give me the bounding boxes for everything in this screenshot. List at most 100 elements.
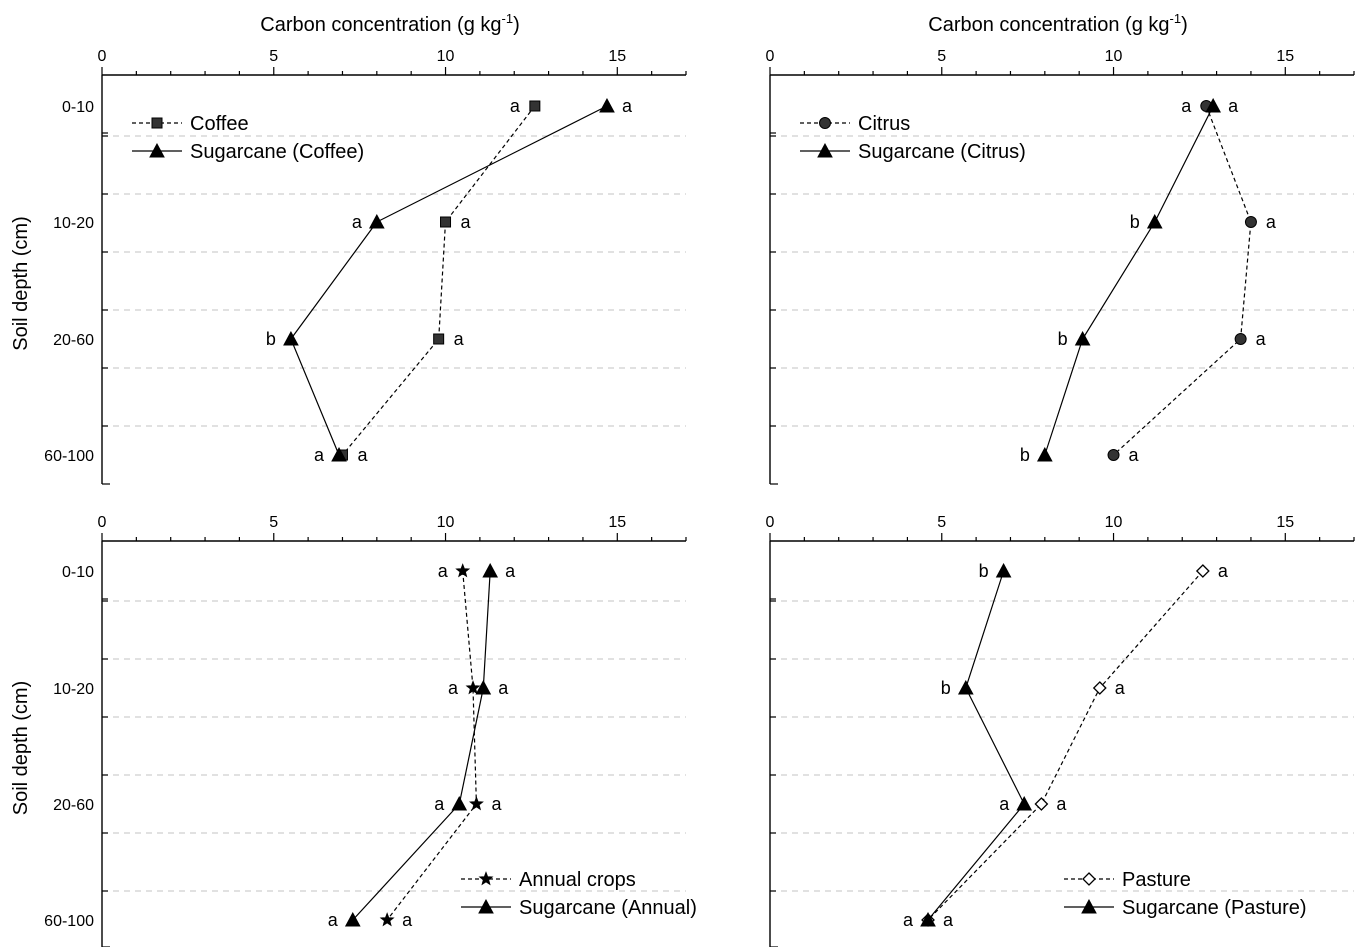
y-tick-label: 60-100 [44, 448, 94, 465]
data-point-circle [1244, 216, 1257, 228]
y-tick-label: 0-10 [62, 99, 94, 116]
y-axis-title: Soil depth (cm) [10, 216, 32, 351]
data-point-triangle [957, 679, 974, 695]
significance-letter: a [622, 96, 633, 116]
x-axis-title-close: ) [1181, 14, 1188, 36]
x-axis-title-exponent: -1 [502, 11, 514, 26]
x-tick-label: 15 [1276, 48, 1294, 65]
significance-letter: a [505, 561, 516, 581]
x-tick-label: 0 [766, 48, 775, 65]
data-point-square [433, 333, 445, 345]
data-point-diamond-open [1195, 564, 1210, 578]
series-line-0 [386, 570, 478, 921]
legend-label: Annual crops [519, 869, 636, 891]
significance-letter: b [1130, 212, 1140, 232]
x-tick-label: 10 [1105, 48, 1123, 65]
legend-label: Sugarcane (Pasture) [1122, 897, 1307, 919]
x-tick-label: 10 [1105, 514, 1123, 531]
series-line-1 [927, 570, 1025, 921]
data-point-triangle [599, 97, 615, 113]
y-tick-label: 10-20 [53, 215, 94, 232]
series-line-0 [342, 105, 536, 456]
significance-letter: a [328, 910, 339, 930]
x-tick-label: 15 [608, 48, 626, 65]
significance-letter: a [1056, 794, 1067, 814]
x-axis-title: Carbon concentration (g kg-1) [260, 11, 519, 36]
legend: Pasture Sugarcane (Pasture) [1064, 869, 1307, 919]
legend-label: Coffee [190, 113, 249, 135]
data-point-diamond-open [1034, 797, 1049, 811]
y-tick-label: 20-60 [53, 797, 94, 814]
data-point-star [455, 563, 471, 578]
series-line-0 [1113, 105, 1252, 456]
data-point-triangle [475, 679, 492, 695]
legend-swatch-marker [817, 142, 833, 158]
significance-letter: a [1228, 96, 1239, 116]
x-axis-title-exponent: -1 [1170, 11, 1182, 26]
significance-letter: a [434, 794, 445, 814]
significance-letter: a [1256, 329, 1267, 349]
x-axis-title-close: ) [513, 14, 520, 36]
significance-letter: b [941, 678, 951, 698]
significance-letter: b [1020, 445, 1030, 465]
legend-label: Sugarcane (Citrus) [858, 141, 1026, 163]
significance-letter: a [402, 910, 413, 930]
data-point-square [529, 100, 541, 112]
significance-letter: a [1115, 678, 1126, 698]
series-line-1 [290, 105, 608, 456]
x-axis-title-main: Carbon concentration (g kg [928, 14, 1169, 36]
data-point-star [468, 796, 484, 811]
significance-letter: b [1058, 329, 1068, 349]
legend-label: Sugarcane (Annual) [519, 897, 697, 919]
data-point-triangle [1016, 795, 1033, 811]
panel-top-left: 0 5 10 15 0-10 10-20 20-60 60-100 Carbon concent… [10, 11, 687, 485]
y-tick-label: 0-10 [62, 564, 94, 581]
significance-letter: a [491, 794, 502, 814]
data-point-triangle [1036, 446, 1053, 462]
significance-letter: a [461, 212, 472, 232]
data-point-triangle [1205, 97, 1221, 113]
x-tick-label: 10 [437, 514, 455, 531]
x-tick-label: 15 [1276, 514, 1294, 531]
data-point-triangle [482, 562, 499, 578]
data-point-circle [1234, 333, 1247, 345]
x-tick-label: 5 [937, 514, 946, 531]
data-point-triangle [1074, 330, 1091, 346]
significance-letter: a [1181, 96, 1192, 116]
data-point-triangle [331, 446, 347, 462]
data-point-star [379, 912, 395, 927]
significance-letter: a [314, 445, 325, 465]
significance-letter: a [903, 910, 914, 930]
legend-swatch-marker [149, 142, 165, 158]
x-tick-label: 0 [766, 514, 775, 531]
data-point-triangle [920, 911, 936, 927]
data-point-triangle [344, 911, 361, 927]
panel-top-right: 0 5 10 15 Carbon concentration (g kg-1) a a a a a… [766, 11, 1355, 485]
y-tick-label: 60-100 [44, 913, 94, 930]
significance-letter: a [1218, 561, 1229, 581]
panel-bottom-right: 0 5 10 15 a a a a b b a a Pasture Sugarcane (Pasture) [766, 514, 1355, 947]
significance-letter: a [1129, 445, 1140, 465]
significance-letter: a [943, 910, 954, 930]
x-tick-label: 5 [269, 48, 278, 65]
y-tick-label: 10-20 [53, 681, 94, 698]
significance-letter: a [357, 445, 368, 465]
x-tick-label: 0 [98, 48, 107, 65]
legend: Annual crops Sugarcane (Annual) [461, 869, 697, 919]
data-point-square [440, 216, 452, 228]
legend: Coffee Sugarcane (Coffee) [132, 113, 364, 163]
legend-swatch-marker [478, 871, 494, 886]
significance-letter: a [352, 212, 363, 232]
data-point-triangle [451, 795, 468, 811]
significance-letter: a [1266, 212, 1277, 232]
data-point-circle [1107, 449, 1120, 461]
legend-swatch-marker [478, 898, 494, 914]
significance-letter: a [498, 678, 509, 698]
significance-letter: a [999, 794, 1010, 814]
significance-letter: a [454, 329, 465, 349]
significance-letter: a [438, 561, 449, 581]
series-line-1 [352, 570, 491, 921]
legend-swatch-marker [151, 117, 163, 129]
legend-swatch-marker [1081, 898, 1097, 914]
